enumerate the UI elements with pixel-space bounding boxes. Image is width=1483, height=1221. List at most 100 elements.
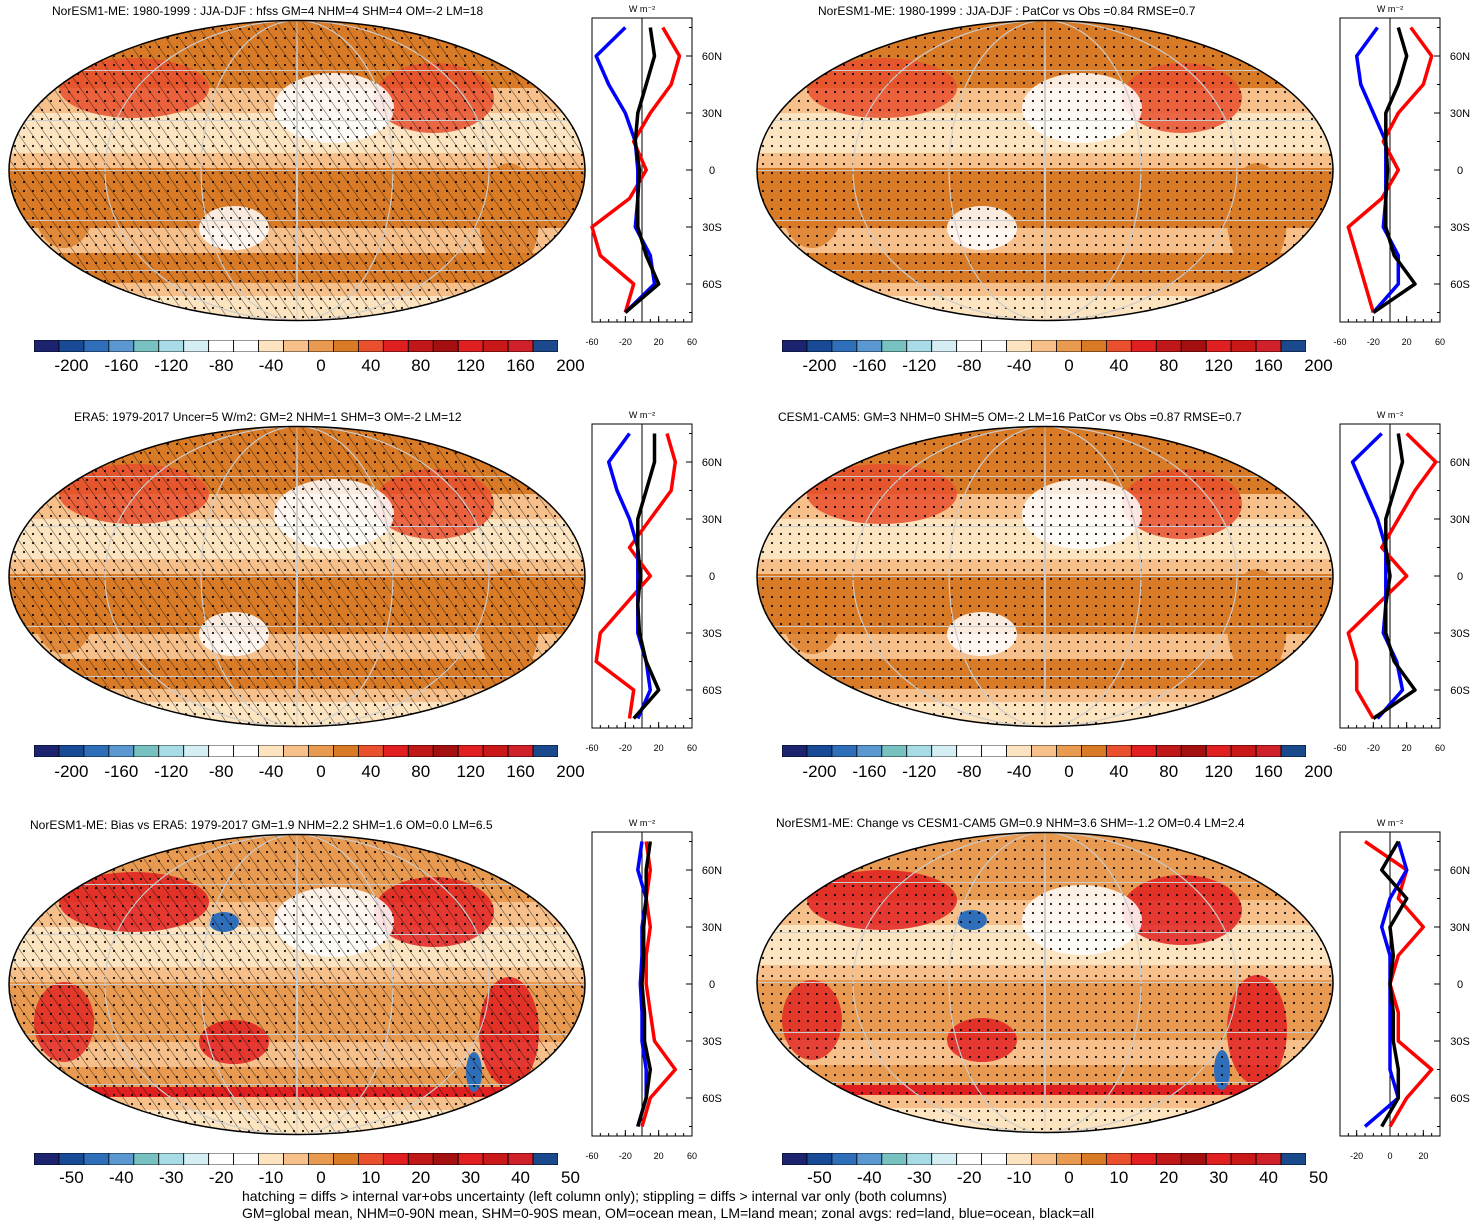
colorbar-swatch (831, 745, 858, 757)
colorbar-swatch (1230, 340, 1257, 352)
colorbar-tick-label: -120 (154, 762, 189, 781)
colorbar-swatch (457, 1153, 484, 1165)
colorbar-swatch (1180, 340, 1207, 352)
colorbar-tick-label: -20 (208, 1168, 234, 1187)
x-tick-label: -20 (619, 337, 632, 347)
colorbar-swatch (881, 745, 908, 757)
map-panel-2 (756, 19, 1334, 322)
colorbar-swatch (333, 1153, 359, 1165)
x-tick-label: 60 (687, 337, 697, 347)
colorbar-tick-label: -200 (54, 762, 89, 781)
colorbar-tick-label: 80 (411, 356, 431, 375)
colorbar-tick-label: -200 (802, 762, 837, 781)
lat-tick-label: 60S (702, 1093, 722, 1105)
x-tick-label: -60 (585, 337, 598, 347)
colorbar-tick-label: -40 (109, 1168, 134, 1187)
colorbar-swatch (1006, 1153, 1032, 1165)
colorbar-tick-label: 50 (561, 1168, 580, 1187)
colorbar-tick-label: 160 (506, 762, 535, 781)
colorbar-tick-label: 10 (361, 1168, 381, 1187)
colorbar-tick-label: -20 (956, 1168, 982, 1187)
lat-tick-label: 30N (1450, 922, 1470, 934)
colorbar-tick-label: -10 (1006, 1168, 1032, 1187)
x-tick-label: 20 (1402, 743, 1412, 753)
colorbar-swatch (58, 1153, 85, 1165)
lat-tick-label: 60S (1450, 279, 1470, 291)
x-tick-label: 20 (654, 1151, 664, 1161)
colorbar-tick-label: 120 (456, 762, 485, 781)
colorbar-swatch (1105, 340, 1132, 352)
map-panel-1 (8, 19, 586, 322)
colorbar-tick-label: 160 (506, 356, 535, 375)
colorbar-tick-label: 160 (1254, 356, 1283, 375)
colorbar-swatch (58, 340, 85, 352)
colorbar-swatch (507, 745, 534, 757)
colorbar-tick-label: -160 (104, 762, 139, 781)
profile-units: W m⁻² (629, 410, 655, 420)
colorbar-tick-label: -50 (807, 1168, 832, 1187)
colorbar-swatch (432, 340, 459, 352)
colorbar-swatch (1155, 1153, 1182, 1165)
colorbar-tick-label: -160 (104, 356, 139, 375)
colorbar-swatch (108, 745, 135, 757)
colorbar-swatch (482, 340, 509, 352)
colorbar-swatch (1230, 1153, 1257, 1165)
colorbar-tick-label: -80 (956, 356, 982, 375)
colorbar-tick-label: -50 (59, 1168, 84, 1187)
colorbar-tick-label: -120 (902, 762, 937, 781)
colorbar-swatch (133, 340, 160, 352)
colorbar-swatch (931, 340, 958, 352)
colorbar-swatch (457, 745, 484, 757)
colorbar-swatch (482, 1153, 509, 1165)
colorbar-swatch (432, 745, 459, 757)
colorbar-swatch (1205, 745, 1232, 757)
colorbar-swatch (83, 340, 110, 352)
colorbar-swatch (1081, 745, 1107, 757)
lat-tick-label: 30S (702, 1036, 722, 1048)
series-line-all (632, 433, 661, 720)
colorbar-swatch (407, 340, 434, 352)
colorbar-swatch (258, 1153, 284, 1165)
colorbar-tick-label: 0 (316, 356, 326, 375)
series-line-land (1346, 26, 1434, 313)
colorbar-swatch (183, 1153, 210, 1165)
lat-tick-label: 60N (702, 51, 722, 63)
x-tick-label: 20 (654, 337, 664, 347)
colorbar-tick-label: 0 (1064, 762, 1074, 781)
lat-tick-label: 30N (1450, 514, 1470, 526)
colorbar-tick-label: 10 (1109, 1168, 1129, 1187)
colorbar-swatch (1105, 1153, 1132, 1165)
colorbar-swatch (108, 340, 135, 352)
colorbar-swatch (532, 1153, 558, 1165)
colorbar-tick-label: 120 (456, 356, 485, 375)
x-tick-label: -20 (619, 743, 632, 753)
x-tick-label: -60 (1333, 743, 1346, 753)
lat-tick-label: 60N (1450, 457, 1470, 469)
series-line-land (594, 433, 678, 719)
colorbar-5 (34, 1153, 558, 1165)
colorbar-swatch (482, 745, 509, 757)
profile-panel-6: W m⁻² 60N 30N 0 30S 60S -20 0 20 (1339, 818, 1470, 1161)
panel-5-title: NorESM1-ME: Bias vs ERA5: 1979-2017 GM=1… (30, 818, 493, 832)
colorbar-swatch (382, 340, 409, 352)
x-tick-label: -60 (585, 743, 598, 753)
footer-note-hatching: hatching = diffs > internal var+obs unce… (242, 1188, 947, 1204)
lat-tick-label: 30S (1450, 1036, 1470, 1048)
series-line-land (1346, 432, 1438, 720)
colorbar-swatch (1255, 1153, 1282, 1165)
panel-4-title: CESM1-CAM5: GM=3 NHM=0 SHM=5 OM=-2 LM=16… (778, 410, 1242, 424)
colorbar-swatch (782, 340, 808, 352)
profile-units: W m⁻² (629, 818, 655, 828)
colorbar-swatch (83, 1153, 110, 1165)
profile-units: W m⁻² (1377, 4, 1403, 14)
colorbar-swatch (507, 340, 534, 352)
colorbar-tick-label: -40 (258, 762, 284, 781)
colorbar-swatch (1031, 745, 1057, 757)
colorbar-tick-label: 40 (1109, 356, 1129, 375)
series-line-all (1379, 840, 1409, 1128)
colorbar-swatch (233, 340, 259, 352)
lat-tick-label: 60S (702, 279, 722, 291)
colorbar-swatch (58, 745, 85, 757)
lat-tick-label: 0 (709, 979, 715, 991)
lat-tick-label: 30N (702, 922, 722, 934)
